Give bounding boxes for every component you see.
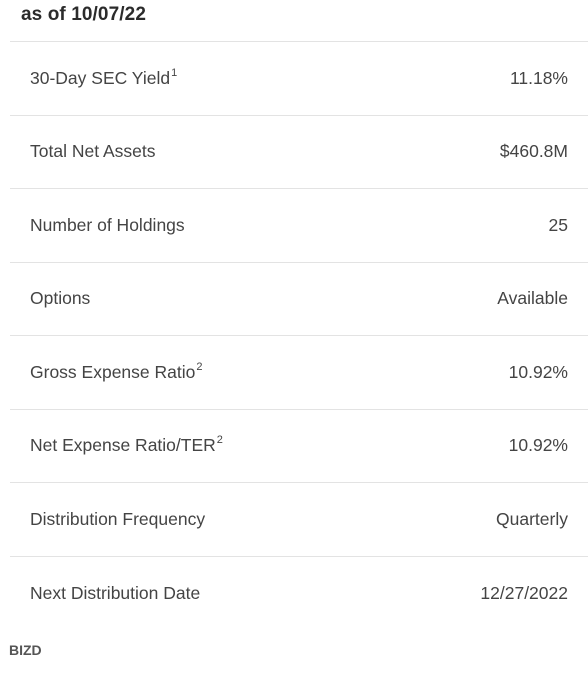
fact-value: 10.92% xyxy=(508,435,568,456)
fact-row-total-net-assets: Total Net Assets $460.8M xyxy=(10,116,588,189)
fact-label: Next Distribution Date xyxy=(30,582,201,603)
fact-row-next-distribution-date: Next Distribution Date 12/27/2022 xyxy=(10,557,588,631)
fact-value: Quarterly xyxy=(496,508,568,529)
fact-label: Gross Expense Ratio2 xyxy=(30,360,203,382)
fact-value: 12/27/2022 xyxy=(480,582,568,603)
fact-label: Options xyxy=(30,288,91,309)
footnote-marker: 2 xyxy=(216,434,223,447)
footnote-marker: 2 xyxy=(196,360,203,373)
fact-row-gross-expense-ratio: Gross Expense Ratio2 10.92% xyxy=(10,336,588,410)
fact-label: Number of Holdings xyxy=(30,214,185,235)
fact-row-options: Options Available xyxy=(10,263,588,336)
fact-row-net-expense-ratio: Net Expense Ratio/TER2 10.92% xyxy=(10,410,588,483)
fact-label: Total Net Assets xyxy=(30,141,156,162)
fact-row-sec-yield: 30-Day SEC Yield1 11.18% xyxy=(10,42,588,116)
fact-label: Distribution Frequency xyxy=(30,508,206,529)
fact-value: Available xyxy=(497,288,568,309)
ticker-label: BIZD xyxy=(9,642,42,658)
fund-facts-table: 30-Day SEC Yield1 11.18% Total Net Asset… xyxy=(10,41,588,630)
fact-label: Net Expense Ratio/TER2 xyxy=(30,434,223,456)
fact-value: 25 xyxy=(548,214,568,235)
fact-label: 30-Day SEC Yield1 xyxy=(30,66,178,88)
footnote-marker: 1 xyxy=(171,66,178,79)
fact-value: 11.18% xyxy=(509,67,568,88)
fact-row-number-of-holdings: Number of Holdings 25 xyxy=(10,189,588,263)
fact-row-distribution-frequency: Distribution Frequency Quarterly xyxy=(10,483,588,557)
fact-value: 10.92% xyxy=(508,361,568,382)
fact-value: $460.8M xyxy=(499,141,568,162)
as-of-date-heading: as of 10/07/22 xyxy=(21,4,146,25)
